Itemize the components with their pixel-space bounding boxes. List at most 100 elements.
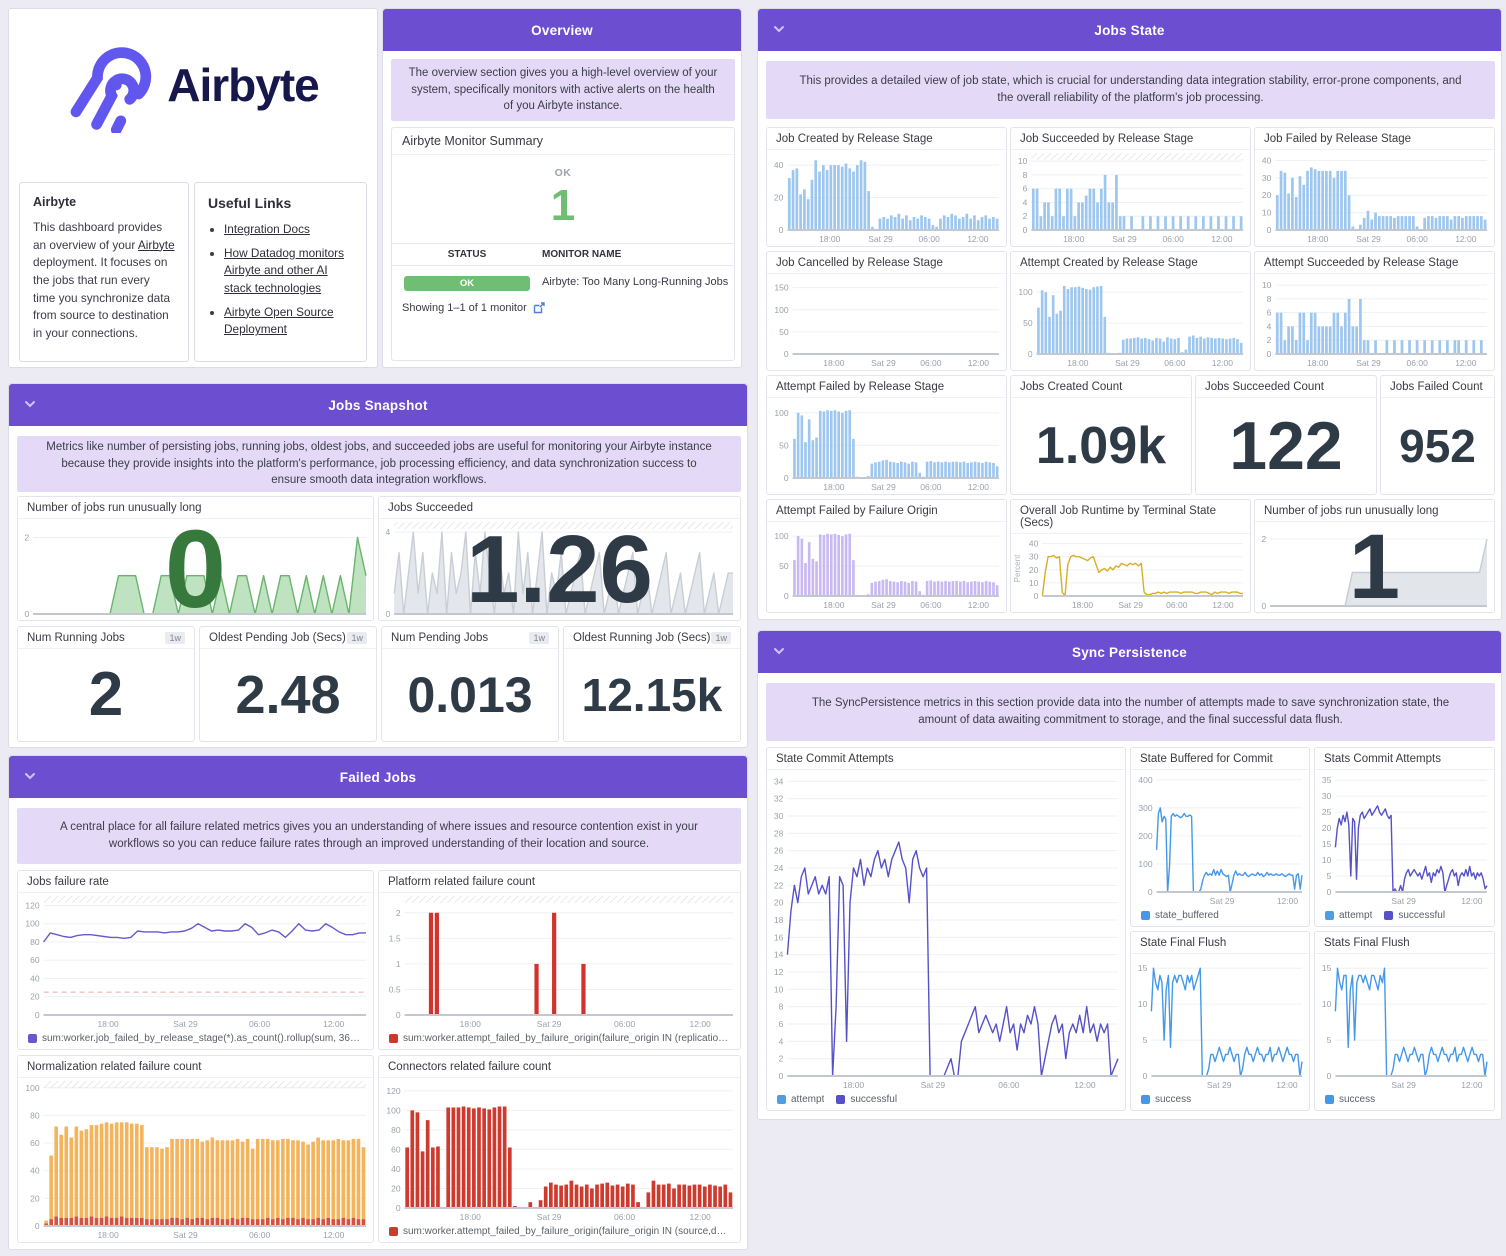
svg-text:50: 50 bbox=[779, 561, 789, 571]
svg-text:0: 0 bbox=[1143, 1071, 1148, 1081]
failed-jobs-header[interactable]: Failed Jobs bbox=[9, 756, 747, 798]
legend-item[interactable]: attempt bbox=[777, 1094, 824, 1105]
chart-title: Job Failed by Release Stage bbox=[1264, 133, 1412, 145]
state-buffered-chart[interactable]: 0 100 200 300 400 Sat 29 12:00 bbox=[1131, 770, 1309, 908]
svg-text:06:00: 06:00 bbox=[920, 358, 942, 368]
svg-text:10: 10 bbox=[1018, 156, 1028, 166]
job-failed-chart[interactable]: 0 10 20 30 40 18:00 Sat 29 06:00 12:00 bbox=[1255, 150, 1494, 246]
legend-label: success bbox=[1155, 1093, 1192, 1105]
svg-text:12:00: 12:00 bbox=[967, 234, 989, 244]
link-integration-docs[interactable]: Integration Docs bbox=[224, 222, 310, 236]
svg-text:4: 4 bbox=[1267, 321, 1272, 331]
failure-rate-chart[interactable]: 0 20 40 60 80 100 120 18:00 Sat 29 06:00 12:00 bbox=[18, 893, 373, 1031]
chevron-down-icon[interactable] bbox=[23, 769, 37, 783]
about-title: Airbyte bbox=[33, 195, 77, 209]
stats-commit-chart[interactable]: 0 5 10 15 20 25 30 35 Sat 29 12:00 bbox=[1315, 770, 1494, 908]
chart-title: State Buffered for Commit bbox=[1140, 753, 1273, 765]
svg-text:2: 2 bbox=[1261, 534, 1266, 544]
chart-legend[interactable]: attempt successful bbox=[1315, 908, 1494, 926]
svg-text:10: 10 bbox=[774, 984, 784, 994]
svg-text:12:00: 12:00 bbox=[1276, 1080, 1298, 1090]
attempt-failed-origin-chart[interactable]: 0 50 100 18:00 Sat 29 06:00 12:00 bbox=[767, 522, 1006, 612]
tile-jobs-created-count: Jobs Created Count 1.09k bbox=[1010, 375, 1192, 495]
unusually-long-snapshot-chart[interactable]: 02 bbox=[18, 519, 373, 620]
svg-text:100: 100 bbox=[774, 531, 788, 541]
chart-legend[interactable]: state_buffered bbox=[1131, 908, 1309, 926]
overview-header[interactable]: Overview bbox=[383, 9, 741, 51]
svg-text:Sat 29: Sat 29 bbox=[1356, 358, 1381, 368]
attempt-succeeded-chart[interactable]: 0 2 4 6 8 10 18:00 Sat 29 06:00 12:00 bbox=[1255, 274, 1494, 370]
airbyte-link[interactable]: Airbyte bbox=[137, 237, 175, 252]
chart-legend[interactable]: success bbox=[1131, 1092, 1309, 1110]
svg-text:Sat 29: Sat 29 bbox=[537, 1019, 562, 1029]
connectors-failure-chart[interactable]: 0 20 40 60 80 100 120 18:00 Sat 29 06:00 12:00 bbox=[379, 1078, 740, 1224]
chevron-down-icon[interactable] bbox=[772, 22, 786, 36]
monitor-row[interactable]: OK Airbyte: Too Many Long-Running Jobs bbox=[392, 266, 734, 298]
attempt-created-chart[interactable]: 0 50 100 18:00 Sat 29 06:00 12:00 bbox=[1011, 274, 1250, 370]
svg-text:120: 120 bbox=[386, 1086, 400, 1096]
unusually-long-chart[interactable]: 02 bbox=[1255, 522, 1494, 612]
legend-item[interactable]: success bbox=[1141, 1094, 1191, 1105]
svg-text:4: 4 bbox=[1023, 197, 1028, 207]
svg-text:12:00: 12:00 bbox=[323, 1019, 345, 1029]
svg-text:400: 400 bbox=[1138, 775, 1152, 785]
legend-item[interactable]: attempt bbox=[1325, 910, 1372, 921]
platform-failure-chart[interactable]: 0 0.5 1 1.5 2 18:00 Sat 29 06:00 12:00 bbox=[379, 893, 740, 1031]
sync-persistence-header[interactable]: Sync Persistence bbox=[758, 631, 1501, 673]
jobs-snapshot-header[interactable]: Jobs Snapshot bbox=[9, 384, 747, 426]
svg-text:12:00: 12:00 bbox=[690, 1019, 712, 1029]
tile-state-buffered: State Buffered for Commit 0 100 200 300 400 S… bbox=[1130, 747, 1310, 927]
about-note: Airbyte This dashboard provides an overv… bbox=[19, 182, 189, 362]
airbyte-logo: Airbyte bbox=[9, 37, 377, 133]
legend-item[interactable]: state_buffered bbox=[1141, 910, 1219, 921]
airbyte-logo-icon bbox=[70, 47, 152, 133]
chart-legend[interactable]: sum:worker.attempt_failed_by_failure_ori… bbox=[379, 1224, 740, 1242]
jobs-succeeded-snapshot-chart[interactable]: 04 bbox=[379, 519, 740, 620]
chart-legend[interactable]: attempt successful bbox=[767, 1092, 1125, 1110]
tile-overall-runtime: Overall Job Runtime by Terminal State (S… bbox=[1010, 499, 1251, 613]
normalization-failure-chart[interactable]: 0 20 40 60 80 100 18:00 Sat 29 06:00 12:00 bbox=[18, 1078, 373, 1242]
monitor-name[interactable]: Airbyte: Too Many Long-Running Jobs bbox=[542, 276, 729, 288]
job-created-chart[interactable]: 0 20 40 18:00 Sat 29 06:00 12:00 bbox=[767, 150, 1006, 246]
legend-swatch-icon bbox=[777, 1094, 786, 1104]
legend-item[interactable]: success bbox=[1325, 1094, 1375, 1105]
legend-item[interactable]: successful bbox=[836, 1094, 897, 1105]
stats-final-flush-chart[interactable]: 0 5 10 15 Sat 29 12:00 bbox=[1315, 954, 1494, 1092]
state-final-flush-chart[interactable]: 0 5 10 15 Sat 29 12:00 bbox=[1131, 954, 1309, 1092]
jobs-state-header[interactable]: Jobs State bbox=[758, 9, 1501, 51]
chart-title: Attempt Succeeded by Release Stage bbox=[1264, 257, 1459, 269]
overall-runtime-chart[interactable]: 0 10 20 30 40 Percent 18:00 Sat 29 06:00 12:00 bbox=[1011, 534, 1250, 612]
svg-text:Sat 29: Sat 29 bbox=[921, 1080, 946, 1090]
chevron-down-icon[interactable] bbox=[23, 397, 37, 411]
svg-text:0: 0 bbox=[1327, 887, 1332, 897]
tile-jobs-succeeded-snap: Jobs Succeeded 0 4 1.26 bbox=[378, 496, 741, 621]
legend-item[interactable]: successful bbox=[1384, 910, 1445, 921]
link-open-source-deployment[interactable]: Airbyte Open Source Deployment bbox=[224, 304, 334, 337]
legend-item[interactable]: sum:worker.attempt_failed_by_failure_ori… bbox=[389, 1033, 730, 1044]
legend-item[interactable]: sum:worker.job_failed_by_release_stage(*… bbox=[28, 1033, 363, 1044]
sync-persistence-title: Sync Persistence bbox=[1071, 644, 1188, 660]
svg-text:0: 0 bbox=[396, 1203, 401, 1213]
svg-text:20: 20 bbox=[30, 992, 40, 1002]
svg-text:150: 150 bbox=[774, 283, 788, 293]
legend-item[interactable]: sum:worker.attempt_failed_by_failure_ori… bbox=[389, 1226, 730, 1237]
job-cancelled-chart[interactable]: 0 50 100 150 18:00 Sat 29 06:00 12:00 bbox=[767, 274, 1006, 370]
status-badge[interactable]: OK bbox=[404, 276, 530, 291]
svg-text:18:00: 18:00 bbox=[460, 1019, 482, 1029]
svg-text:22: 22 bbox=[774, 880, 784, 890]
job-succeeded-chart[interactable]: 0 2 4 6 8 10 18:00 Sat 29 06:00 12:00 bbox=[1011, 150, 1250, 246]
attempt-failed-chart[interactable]: 0 50 100 18:00 Sat 29 06:00 12:00 bbox=[767, 398, 1006, 494]
chevron-down-icon[interactable] bbox=[772, 644, 786, 658]
tile-state-commit: State Commit Attempts 0 2 4 6 8 10 12 14 16 18 20 2… bbox=[766, 747, 1126, 1111]
external-link-icon[interactable] bbox=[533, 302, 545, 314]
link-datadog-monitors[interactable]: How Datadog monitors Airbyte and other A… bbox=[224, 245, 344, 296]
svg-text:50: 50 bbox=[779, 327, 789, 337]
chart-legend[interactable]: sum:worker.attempt_failed_by_failure_ori… bbox=[379, 1031, 740, 1049]
value-title: Jobs Succeeded Count bbox=[1205, 381, 1324, 393]
value-title: Num Pending Jobs bbox=[391, 632, 489, 644]
chart-legend[interactable]: success bbox=[1315, 1092, 1494, 1110]
svg-text:30: 30 bbox=[1029, 552, 1039, 562]
svg-text:12:00: 12:00 bbox=[968, 358, 990, 368]
chart-legend[interactable]: sum:worker.job_failed_by_release_stage(*… bbox=[18, 1031, 373, 1049]
